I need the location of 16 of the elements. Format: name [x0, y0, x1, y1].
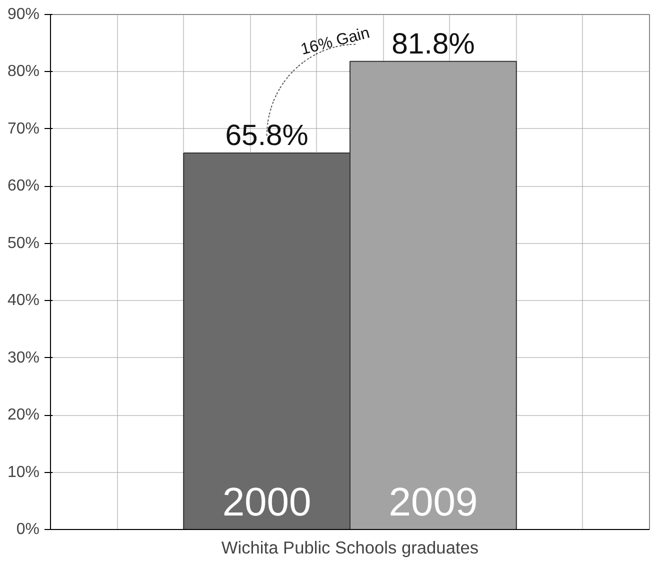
y-tick-label: 70%	[7, 120, 40, 138]
y-tick-label: 10%	[7, 464, 40, 481]
data-label: 81.8%	[392, 27, 475, 60]
y-tick-label: 90%	[7, 6, 40, 23]
y-tick-label: 50%	[7, 234, 40, 252]
y-tick-label: 30%	[7, 349, 40, 366]
x-axis-title: Wichita Public Schools graduates	[221, 538, 479, 558]
y-tick-label: 60%	[7, 178, 40, 195]
y-tick-label: 80%	[7, 63, 40, 80]
annotation: 16% Gain	[299, 24, 372, 59]
x-tick-label: 2000	[222, 480, 312, 524]
y-tick-label: 20%	[7, 406, 40, 424]
data-label: 65.8%	[225, 118, 308, 152]
x-tick-label: 2009	[388, 480, 478, 524]
y-tick-label: 0%	[16, 521, 40, 538]
y-tick-label: 40%	[7, 292, 40, 310]
